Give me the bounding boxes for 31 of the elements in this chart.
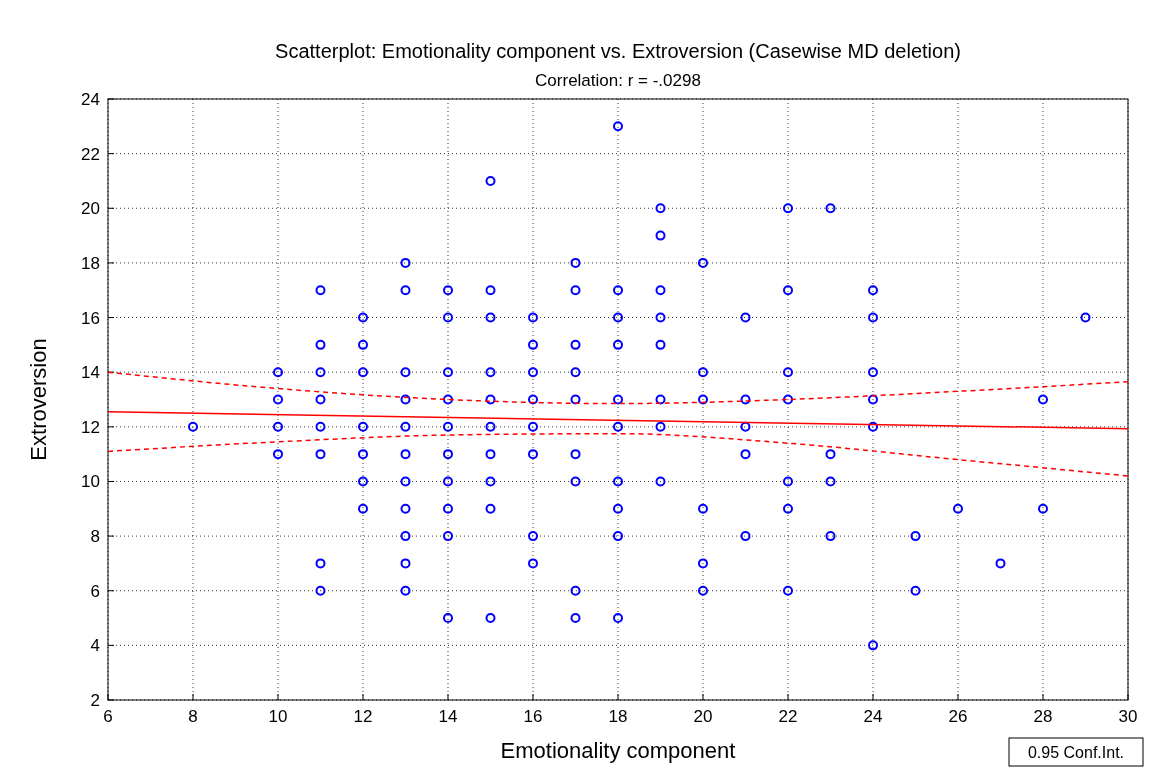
y-tick-label: 8 bbox=[90, 527, 100, 547]
x-tick-label: 10 bbox=[268, 707, 288, 726]
y-tick-label: 14 bbox=[81, 363, 100, 383]
x-tick-label: 22 bbox=[778, 707, 798, 726]
chart-title: Scatterplot: Emotionality component vs. Extroversion (Casewise MD deletion) bbox=[275, 40, 961, 62]
x-tick-label: 6 bbox=[103, 707, 113, 726]
y-tick-label: 18 bbox=[81, 253, 100, 273]
y-axis-title: Extroversion bbox=[26, 338, 51, 461]
y-tick-label: 2 bbox=[90, 691, 100, 710]
line-series bbox=[107, 371, 1129, 405]
y-tick-label: 10 bbox=[81, 472, 100, 492]
y-tick-label: 12 bbox=[81, 417, 100, 437]
x-tick-label: 12 bbox=[353, 707, 373, 726]
y-tick-label: 4 bbox=[90, 636, 100, 656]
y-tick-label: 24 bbox=[81, 90, 100, 109]
x-tick-label: 8 bbox=[188, 707, 198, 726]
x-tick-label: 30 bbox=[1118, 707, 1138, 726]
x-tick-label: 24 bbox=[863, 707, 883, 726]
x-tick-label: 16 bbox=[523, 707, 543, 726]
x-tick-label: 20 bbox=[693, 707, 713, 726]
chart-subtitle: Correlation: r = -.0298 bbox=[535, 71, 701, 90]
x-axis-title: Emotionality component bbox=[500, 738, 736, 763]
x-tick-label: 14 bbox=[438, 707, 458, 726]
y-tick-label: 20 bbox=[81, 199, 100, 219]
y-tick-label: 16 bbox=[81, 308, 100, 328]
x-tick-label: 28 bbox=[1033, 707, 1053, 726]
x-tick-label: 26 bbox=[948, 707, 968, 726]
y-tick-label: 22 bbox=[81, 144, 100, 164]
x-tick-label: 18 bbox=[608, 707, 628, 726]
text: 0.95 Conf.Int. bbox=[1027, 744, 1125, 761]
y-tick-label: 6 bbox=[90, 581, 100, 601]
